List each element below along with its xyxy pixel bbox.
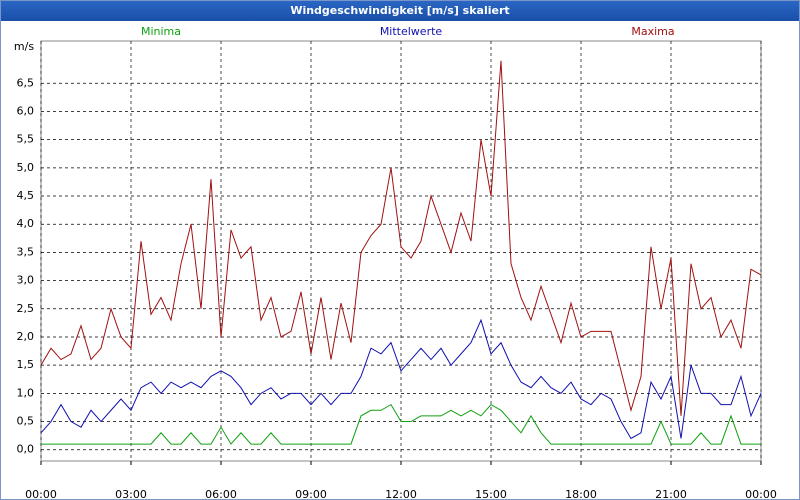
series-line bbox=[40, 318, 762, 440]
x-tick-label: 21:00 06.02.16 bbox=[655, 488, 687, 500]
series-line bbox=[41, 403, 761, 445]
x-tick-label: 03:00 06.02.16 bbox=[115, 488, 147, 500]
series-line bbox=[40, 60, 762, 416]
x-tick-label: 00:00 07.02.16 bbox=[745, 488, 777, 500]
y-tick-label: 2,0 bbox=[17, 330, 35, 343]
y-axis-label: m/s bbox=[14, 40, 34, 53]
x-tick-label: 15:00 06.02.16 bbox=[475, 488, 507, 500]
y-tick-label: 6,0 bbox=[17, 104, 35, 117]
legend-label: Maxima bbox=[631, 25, 674, 38]
x-tick-label: 12:00 06.02.16 bbox=[385, 488, 417, 500]
y-tick-label: 1,0 bbox=[17, 386, 35, 399]
y-tick-label: 1,5 bbox=[17, 358, 35, 371]
x-tick-label: 09:00 06.02.16 bbox=[295, 488, 327, 500]
y-tick-label: 0,0 bbox=[17, 443, 35, 456]
y-tick-label: 0,5 bbox=[17, 415, 35, 428]
y-tick-label: 5,5 bbox=[17, 133, 35, 146]
y-tick-label: 5,0 bbox=[17, 161, 35, 174]
legend-label: Minima bbox=[141, 25, 181, 38]
legend-label: Mittelwerte bbox=[380, 25, 443, 38]
y-tick-label: 3,0 bbox=[17, 274, 35, 287]
title-bar: Windgeschwindigkeit [m/s] skaliert bbox=[1, 1, 799, 21]
y-tick-label: 2,5 bbox=[17, 302, 35, 315]
x-tick-label: 18:00 06.02.16 bbox=[565, 488, 597, 500]
x-tick-label: 06:00 06.02.16 bbox=[205, 488, 237, 500]
y-tick-label: 4,5 bbox=[17, 189, 35, 202]
y-tick-label: 6,5 bbox=[17, 76, 35, 89]
chart: m/s 0,0 0,5 1,0 1,5 2,0 2,5 3,0 3,5 4,0 4,5 5,0 5,5 6… bbox=[14, 25, 762, 465]
x-tick-label: 00:00 06.02.16 bbox=[25, 488, 57, 500]
y-tick-label: 4,0 bbox=[17, 217, 35, 230]
y-tick-label: 3,5 bbox=[17, 245, 35, 258]
